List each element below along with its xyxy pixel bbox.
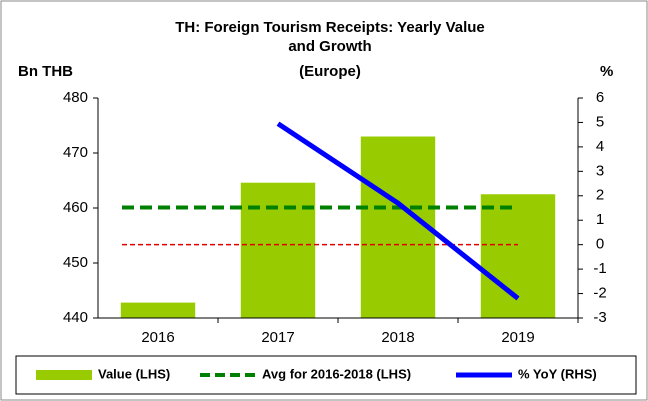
x-tick-label: 2016 — [141, 329, 174, 346]
y2-tick-label: -2 — [593, 285, 606, 302]
y2-tick-label: 1 — [596, 211, 604, 228]
x-tick-label: 2019 — [501, 329, 534, 346]
y2-tick-label: 5 — [596, 113, 604, 130]
y2-axis-label: % — [600, 63, 613, 80]
y2-tick-label: -1 — [593, 260, 606, 277]
bar — [120, 302, 196, 318]
bar — [240, 182, 316, 318]
y2-tick-label: 3 — [596, 162, 604, 179]
x-tick-label: 2017 — [261, 329, 294, 346]
bar — [480, 194, 556, 318]
y2-tick-label: 0 — [596, 236, 604, 253]
y-tick-label: 460 — [63, 199, 88, 216]
y2-tick-label: -3 — [593, 309, 606, 326]
bar — [360, 136, 436, 318]
legend-label: Avg for 2016-2018 (LHS) — [262, 366, 411, 381]
y-tick-label: 450 — [63, 254, 88, 271]
y2-tick-label: 4 — [596, 138, 604, 155]
chart-subtitle: and Growth — [288, 38, 371, 55]
y-tick-label: 480 — [63, 89, 88, 106]
legend-label: % YoY (RHS) — [518, 366, 597, 381]
chart-title: TH: Foreign Tourism Receipts: Yearly Val… — [175, 19, 485, 36]
x-tick-label: 2018 — [381, 329, 414, 346]
legend-box — [15, 355, 637, 395]
y-axis-label: Bn THB — [18, 63, 73, 80]
y-tick-label: 440 — [63, 309, 88, 326]
legend-swatch — [36, 370, 92, 380]
legend-label: Value (LHS) — [98, 366, 170, 381]
y2-tick-label: 6 — [596, 89, 604, 106]
chart-subtitle: (Europe) — [299, 63, 361, 80]
y-tick-label: 470 — [63, 144, 88, 161]
y2-tick-label: 2 — [596, 187, 604, 204]
series-line — [276, 121, 520, 301]
